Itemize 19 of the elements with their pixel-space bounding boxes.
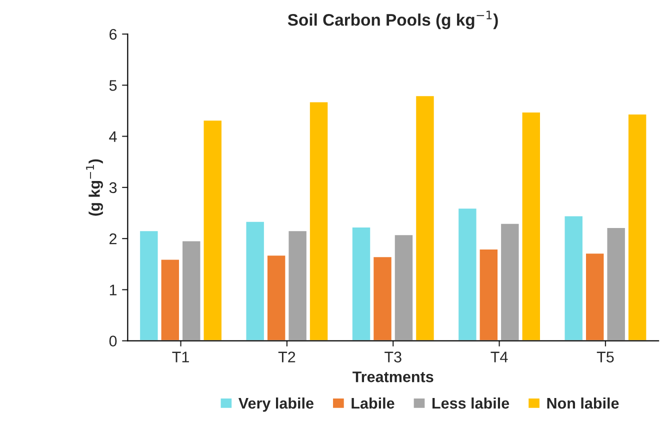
legend-label: Labile [352,397,394,409]
y-tick-label: 4 [109,131,117,142]
y-tick-label: 1 [110,284,117,296]
legend-label: Non labile [547,397,619,409]
x-axis-title: Treatments [352,372,434,382]
x-tick-label: T3 [384,352,402,362]
x-tick-label: T5 [596,352,614,362]
legend-label: Very labile [238,397,314,412]
y-tick-label: 2 [110,233,116,244]
y-tick-label: 0 [109,336,117,346]
y-tick-label: 6 [110,28,117,40]
y-tick-label: 5 [109,80,117,91]
x-tick-label: T4 [490,352,508,362]
x-tick-label: T1 [172,352,189,362]
y-tick-label: 3 [109,182,117,194]
y-axis-title: (g kg$^{−1}$) [86,159,103,216]
x-tick-label: T2 [278,352,296,362]
legend-label: Less labile [432,397,510,409]
chart-title: Soil Carbon Pools (g kg$^{−1}$) [288,10,498,30]
